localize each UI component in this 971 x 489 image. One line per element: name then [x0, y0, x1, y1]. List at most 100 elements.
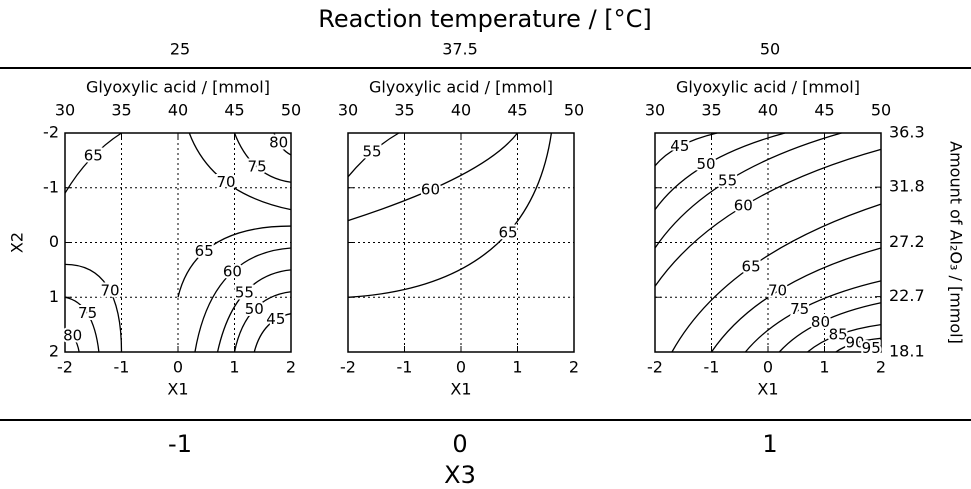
contour-line	[654, 132, 718, 167]
x3-value: 1	[762, 430, 777, 458]
x-tick-label: 0	[173, 358, 183, 377]
contour-label: 95	[862, 339, 881, 357]
contour-line	[347, 132, 553, 298]
contour-label: 70	[216, 173, 235, 191]
contour-label: 55	[718, 171, 737, 189]
contour-label: 55	[362, 143, 381, 161]
contour-label: 80	[269, 134, 288, 152]
plot-frame	[347, 132, 575, 353]
contour-line	[64, 132, 122, 194]
contour-line	[188, 132, 292, 211]
y2-axis-label: Amount of Al₂O₃ / [mmol]	[947, 141, 966, 344]
contour-label: 75	[248, 158, 267, 176]
x2-tick-label: 35	[701, 101, 721, 120]
contour-line	[194, 247, 292, 353]
contour-line	[216, 269, 292, 353]
x2-tick-label: 30	[645, 101, 665, 120]
contour-label: 70	[101, 281, 120, 299]
y2-tick-label: 18.1	[889, 342, 925, 361]
y-tick-label: -2	[43, 123, 59, 142]
contour-line	[671, 203, 882, 353]
x2-tick-label: 40	[758, 101, 778, 120]
x2-tick-label: 50	[564, 101, 584, 120]
contour-label: 60	[223, 262, 242, 280]
contour-line	[654, 132, 786, 211]
contour-line	[64, 329, 80, 353]
x-tick-label: 1	[819, 358, 829, 377]
x3-value: -1	[168, 430, 192, 458]
x-tick-label: -1	[114, 358, 130, 377]
y2-tick-label: 31.8	[889, 177, 925, 196]
x-tick-label: 2	[286, 358, 296, 377]
contour-line	[778, 302, 882, 353]
x2-tick-label: 45	[507, 101, 527, 120]
x2-tick-label: 35	[111, 101, 131, 120]
contour-label: 65	[84, 147, 103, 165]
contour-label: 60	[421, 180, 440, 198]
contour-label: 45	[670, 137, 689, 155]
contour-label: 75	[78, 304, 97, 322]
contour-line	[654, 148, 882, 287]
x-axis-label: X1	[757, 380, 778, 399]
x2-axis-label: Glyoxylic acid / [mmol]	[369, 78, 553, 97]
contour-label: 90	[845, 334, 864, 352]
temperature-label: 37.5	[442, 40, 478, 59]
x-tick-label: 1	[229, 358, 239, 377]
figure-title: Reaction temperature / [°C]	[318, 5, 652, 33]
x-tick-label: 0	[456, 358, 466, 377]
contour-label: 45	[266, 310, 285, 328]
y-tick-label: 2	[49, 342, 59, 361]
contour-line	[807, 323, 882, 353]
contour-line	[744, 280, 882, 353]
contour-label: 55	[235, 284, 254, 302]
contour-label: 80	[63, 327, 82, 345]
x-tick-label: 2	[876, 358, 886, 377]
x2-tick-label: 40	[168, 101, 188, 120]
x2-tick-label: 50	[871, 101, 891, 120]
x2-axis-label: Glyoxylic acid / [mmol]	[86, 78, 270, 97]
y2-tick-label: 22.7	[889, 286, 925, 305]
x2-tick-label: 35	[394, 101, 414, 120]
contour-line	[835, 337, 882, 353]
contour-label: 85	[829, 325, 848, 343]
y-axis-label: X2	[8, 232, 27, 253]
plot-frame	[654, 132, 882, 353]
plot-frame	[64, 132, 292, 353]
x-tick-label: 2	[569, 358, 579, 377]
x3-label: X3	[444, 461, 476, 489]
x-tick-label: -1	[704, 358, 720, 377]
contour-label: 75	[790, 300, 809, 318]
contour-line	[64, 296, 100, 353]
temperature-label: 25	[170, 40, 190, 59]
contour-label: 80	[811, 313, 830, 331]
x2-tick-label: 45	[814, 101, 834, 120]
contour-label: 65	[742, 257, 761, 275]
x3-value: 0	[452, 430, 467, 458]
x-tick-label: -2	[647, 358, 663, 377]
x-tick-label: 1	[512, 358, 522, 377]
contour-line	[863, 345, 882, 353]
contour-line	[273, 132, 292, 156]
contour-label: 60	[734, 197, 753, 215]
x-tick-label: -1	[397, 358, 413, 377]
contour-line	[347, 132, 519, 222]
x-axis-label: X1	[167, 380, 188, 399]
contour-label: 65	[195, 242, 214, 260]
y-tick-label: -1	[43, 177, 59, 196]
contour-line	[233, 132, 292, 183]
contour-label: 50	[245, 300, 264, 318]
x-tick-label: -2	[340, 358, 356, 377]
contour-line	[253, 313, 292, 353]
contour-label: 65	[498, 223, 517, 241]
x2-tick-label: 30	[338, 101, 358, 120]
temperature-label: 50	[760, 40, 780, 59]
y2-tick-label: 27.2	[889, 232, 925, 251]
contour-line	[654, 132, 842, 249]
contour-line	[233, 291, 292, 353]
contour-label: 70	[768, 282, 787, 300]
x-axis-label: X1	[450, 380, 471, 399]
x-tick-label: 0	[763, 358, 773, 377]
x2-tick-label: 45	[224, 101, 244, 120]
contour-line	[710, 247, 882, 353]
